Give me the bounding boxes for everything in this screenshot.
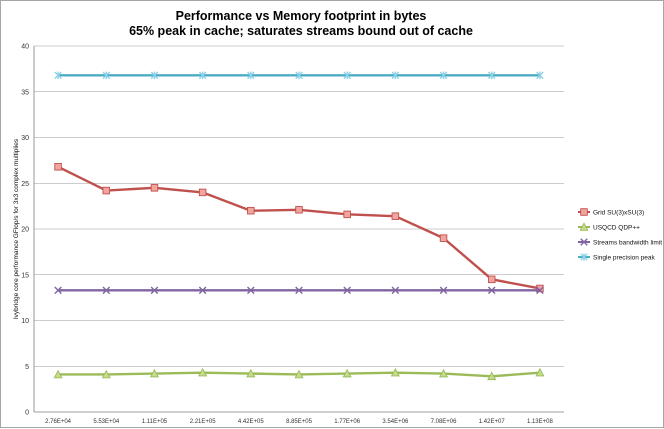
series-line	[57, 165, 541, 290]
x-tick-label: 8.85E+05	[286, 419, 313, 425]
data-point-marker	[391, 286, 400, 295]
gridlines	[33, 45, 564, 413]
x-tick-label: 1.11E+05	[142, 419, 168, 425]
series-streams-bandwidth-limit	[54, 286, 544, 295]
data-point-marker	[580, 253, 588, 261]
y-tick-label: 35	[21, 89, 29, 96]
x-axis-ticks: 2.76E+04 5.53E+04 1.11E+05 2.21E+05 4.42E+05…	[45, 419, 553, 425]
y-axis-label: Ivybridge core performance GFlop/s for 3…	[13, 138, 20, 319]
data-point-marker	[487, 286, 496, 295]
data-point-marker	[295, 286, 303, 295]
legend: Grid SU(3)xSU(3) USQCD QDP++ Streams bandw…	[578, 208, 662, 261]
y-tick-label: 0	[25, 410, 29, 417]
data-point-marker	[579, 222, 589, 231]
data-point-marker	[536, 71, 544, 80]
data-point-marker	[247, 286, 255, 295]
x-tick-label: 2.21E+05	[190, 419, 217, 425]
data-point-marker	[150, 71, 159, 80]
data-point-marker	[343, 286, 351, 295]
data-point-marker	[294, 369, 304, 379]
x-tick-label: 7.08E+06	[431, 419, 458, 425]
data-point-marker	[343, 71, 351, 80]
y-tick-label: 20	[21, 227, 29, 234]
data-point-marker	[295, 71, 303, 80]
data-point-marker	[487, 275, 496, 284]
series-layer	[53, 71, 545, 381]
legend-entry: Single precision peak	[578, 253, 656, 261]
data-point-marker	[536, 284, 544, 293]
series-grid-su-3-xsu-3-	[54, 163, 544, 293]
data-point-marker	[390, 367, 400, 377]
y-tick-label: 40	[21, 44, 29, 51]
data-point-marker	[149, 368, 160, 378]
data-point-marker	[580, 238, 588, 246]
x-tick-label: 1.42E+07	[479, 419, 506, 425]
data-point-marker	[150, 286, 159, 295]
data-point-marker	[391, 71, 400, 80]
data-point-marker	[247, 206, 255, 215]
series-usqcd-qdp-	[53, 367, 545, 381]
x-tick-label: 4.42E+05	[238, 419, 265, 425]
data-point-marker	[439, 286, 448, 295]
x-tick-label: 3.54E+06	[382, 419, 409, 425]
data-point-marker	[54, 163, 62, 171]
data-point-marker	[487, 71, 496, 80]
data-point-marker	[343, 210, 351, 219]
legend-label: Grid SU(3)xSU(3)	[593, 209, 644, 216]
data-point-marker	[54, 71, 62, 80]
data-point-marker	[342, 368, 352, 378]
y-tick-label: 25	[21, 181, 29, 188]
x-tick-label: 5.53E+04	[93, 419, 120, 425]
data-point-marker	[150, 184, 159, 192]
x-tick-label: 2.76E+04	[45, 419, 72, 425]
data-point-marker	[580, 208, 588, 216]
data-point-marker	[536, 286, 544, 295]
legend-label: Single precision peak	[593, 254, 656, 261]
data-point-marker	[198, 367, 208, 377]
data-point-marker	[198, 188, 207, 197]
legend-label: Streams bandwidth limit	[593, 239, 662, 246]
data-point-marker	[53, 369, 63, 379]
data-point-marker	[391, 212, 400, 220]
legend-entry: Grid SU(3)xSU(3)	[578, 208, 644, 216]
data-point-marker	[438, 368, 449, 378]
data-point-marker	[247, 71, 255, 80]
data-point-marker	[102, 186, 111, 195]
chart-title-line-1: Performance vs Memory footprint in bytes	[176, 9, 427, 23]
series-single-precision-peak	[54, 71, 544, 80]
y-tick-label: 10	[21, 318, 29, 325]
chart-title-line-2: 65% peak in cache; saturates streams bou…	[129, 24, 473, 38]
data-point-marker	[487, 371, 497, 381]
legend-entry: Streams bandwidth limit	[578, 238, 662, 246]
data-point-marker	[439, 234, 448, 242]
data-point-marker	[198, 286, 207, 295]
x-tick-label: 1.77E+06	[334, 419, 361, 425]
data-point-marker	[198, 71, 207, 80]
data-point-marker	[246, 368, 256, 378]
y-tick-label: 30	[21, 135, 29, 142]
x-tick-label: 1.13E+08	[527, 419, 554, 425]
data-point-marker	[101, 369, 111, 379]
y-axis-ticks: 0 5 10 15 20 25 30 35 40	[21, 44, 29, 417]
data-point-marker	[535, 367, 545, 377]
data-point-marker	[102, 286, 111, 295]
legend-entry: USQCD QDP++	[578, 222, 640, 231]
y-tick-label: 5	[25, 364, 29, 371]
data-point-marker	[102, 71, 111, 80]
data-point-marker	[295, 206, 303, 214]
y-tick-label: 15	[21, 272, 29, 279]
data-point-marker	[54, 286, 62, 295]
legend-label: USQCD QDP++	[593, 224, 640, 231]
data-point-marker	[439, 71, 448, 80]
